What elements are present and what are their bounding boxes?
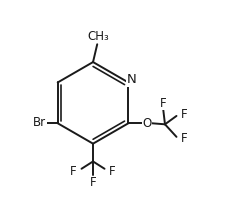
Text: O: O — [142, 117, 151, 130]
Text: F: F — [70, 165, 76, 179]
Text: CH₃: CH₃ — [87, 30, 109, 43]
Text: F: F — [109, 165, 115, 179]
Text: F: F — [180, 108, 187, 121]
Text: F: F — [159, 97, 166, 110]
Text: N: N — [126, 73, 136, 86]
Text: F: F — [89, 176, 96, 189]
Text: Br: Br — [33, 116, 46, 129]
Text: F: F — [180, 132, 187, 145]
